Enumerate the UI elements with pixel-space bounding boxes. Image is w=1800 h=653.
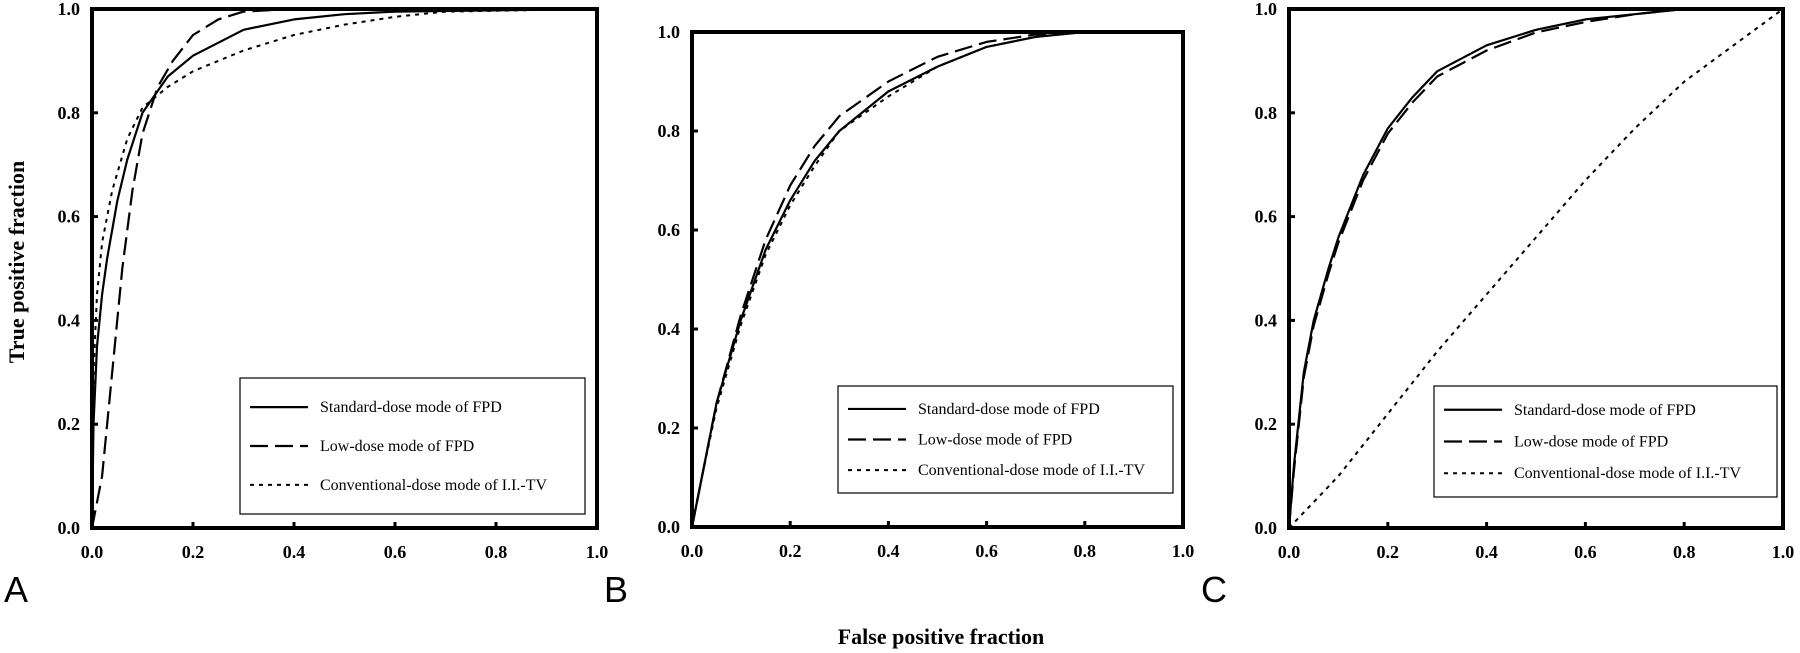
x-tick-label: 0.2 [182,542,205,562]
y-tick-label: 1.0 [658,22,681,42]
legend: Standard-dose mode of FPD Low-dose mode o… [837,385,1174,494]
y-tick-label: 0.0 [58,518,81,538]
x-tick-label: 0.8 [1074,541,1097,561]
series-line-3 [691,31,1183,528]
roc-panel-b: 0.0 0.2 0.4 0.6 0.8 1.0 0.0 0.2 0.4 0.6 0.8 1.0 Stan… [604,22,1194,610]
roc-panel-a: 0.0 0.2 0.4 0.6 0.8 1.0 0.0 0.2 0.4 0.6 0.8 1.0 Stan… [4,0,608,610]
y-tick-label: 0.8 [658,121,681,141]
y-tick-label: 0.6 [658,220,681,240]
x-tick-label: 0.6 [975,541,998,561]
x-tick-label: 0.4 [877,541,900,561]
legend-label: Standard-dose mode of FPD [918,401,1100,418]
x-tick-label: 0.4 [1475,542,1498,562]
roc-panel-c: 0.0 0.2 0.4 0.6 0.8 1.0 0.0 0.2 0.4 0.6 0.8 1.0 Stan… [1201,0,1794,610]
x-tick-label: 0.2 [779,541,802,561]
legend-label: Low-dose mode of FPD [320,438,474,455]
x-tick-label: 0.2 [1377,542,1400,562]
y-tick-label: 0.4 [58,310,81,330]
series-line-2 [1287,7,1783,529]
x-tick-label: 0.6 [384,542,407,562]
panel-label: C [1201,569,1227,610]
legend-label: Standard-dose mode of FPD [1514,402,1696,419]
x-tick-label: 0.0 [681,541,704,561]
legend-label: Standard-dose mode of FPD [320,399,502,416]
x-tick-label: 1.0 [1772,542,1795,562]
legend: Standard-dose mode of FPD Low-dose mode o… [1433,385,1778,498]
y-tick-label: 0.2 [658,418,681,438]
x-tick-label: 0.6 [1574,542,1597,562]
x-tick-label: 1.0 [586,542,609,562]
x-tick-label: 0.8 [485,542,508,562]
y-tick-label: 0.8 [1255,103,1278,123]
plot-frame [690,30,1185,529]
y-axis-title: True positive fraction [4,161,29,363]
y-tick-label: 0.0 [658,517,681,537]
x-tick-label: 1.0 [1172,541,1195,561]
series-line-3 [1288,8,1784,529]
legend-box [837,385,1174,494]
y-tick-label: 0.2 [58,414,81,434]
x-tick-label: 0.0 [81,542,104,562]
plot-frame [1287,7,1785,530]
series-line-2 [690,30,1183,528]
legend-label: Low-dose mode of FPD [918,432,1072,449]
x-tick-label: 0.4 [283,542,306,562]
legend-label: Conventional-dose mode of I.I.-TV [320,477,548,494]
y-tick-label: 0.6 [1255,207,1278,227]
panel-label: A [4,569,28,610]
series-line-2 [90,7,597,529]
y-tick-label: 1.0 [1255,0,1278,19]
y-tick-label: 0.4 [1255,310,1278,330]
legend-label: Low-dose mode of FPD [1514,434,1668,451]
y-tick-label: 1.0 [58,0,81,19]
x-axis-title: False positive fraction [838,624,1045,649]
legend: Standard-dose mode of FPD Low-dose mode o… [239,377,586,515]
y-tick-label: 0.6 [58,207,81,227]
legend-box [239,377,586,515]
y-tick-label: 0.0 [1255,518,1278,538]
y-tick-label: 0.4 [658,319,681,339]
legend-label: Conventional-dose mode of I.I.-TV [918,462,1146,479]
series-line-3 [91,8,598,529]
y-tick-label: 0.8 [58,103,81,123]
x-tick-label: 0.8 [1673,542,1696,562]
y-tick-label: 0.2 [1255,414,1278,434]
legend-box [1433,385,1778,498]
x-tick-label: 0.0 [1278,542,1301,562]
legend-label: Conventional-dose mode of I.I.-TV [1514,465,1742,482]
panel-label: B [604,569,628,610]
series-line-1 [90,7,598,529]
